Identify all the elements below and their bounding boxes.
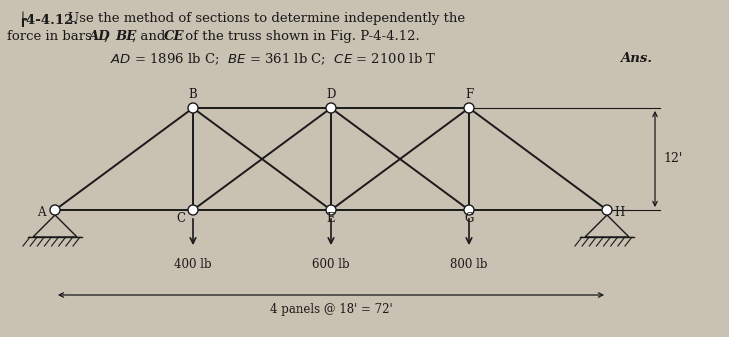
Circle shape bbox=[464, 103, 474, 113]
Text: 12': 12' bbox=[663, 153, 682, 165]
Circle shape bbox=[188, 205, 198, 215]
Circle shape bbox=[326, 103, 336, 113]
Text: , and: , and bbox=[132, 30, 170, 43]
Text: force in bars: force in bars bbox=[7, 30, 96, 43]
Text: ,: , bbox=[104, 30, 112, 43]
Text: $AD$ = 1896 lb C;  $BE$ = 361 lb C;  $CE$ = 2100 lb T: $AD$ = 1896 lb C; $BE$ = 361 lb C; $CE$ … bbox=[110, 52, 437, 67]
Circle shape bbox=[464, 205, 474, 215]
Text: 800 lb: 800 lb bbox=[451, 258, 488, 271]
Text: BE: BE bbox=[115, 30, 136, 43]
Text: Use the method of sections to determine independently the: Use the method of sections to determine … bbox=[68, 12, 465, 25]
Text: D: D bbox=[327, 88, 335, 100]
Circle shape bbox=[326, 205, 336, 215]
Text: H: H bbox=[614, 206, 624, 218]
Text: of the truss shown in Fig. P-4-4.12.: of the truss shown in Fig. P-4-4.12. bbox=[181, 30, 420, 43]
Text: B: B bbox=[189, 88, 198, 100]
Text: F: F bbox=[465, 88, 473, 100]
Text: 600 lb: 600 lb bbox=[312, 258, 350, 271]
Circle shape bbox=[602, 205, 612, 215]
Text: Ans.: Ans. bbox=[620, 52, 652, 65]
Text: 400 lb: 400 lb bbox=[174, 258, 212, 271]
Text: AD: AD bbox=[88, 30, 110, 43]
Text: G: G bbox=[464, 212, 474, 224]
Text: 4 panels @ 18' = 72': 4 panels @ 18' = 72' bbox=[270, 303, 392, 316]
Text: CE: CE bbox=[164, 30, 184, 43]
Text: A: A bbox=[36, 206, 45, 218]
Circle shape bbox=[188, 103, 198, 113]
Circle shape bbox=[50, 205, 60, 215]
Text: ┢4-4.12.: ┢4-4.12. bbox=[18, 12, 78, 27]
Text: E: E bbox=[327, 212, 335, 224]
Text: C: C bbox=[176, 212, 185, 224]
